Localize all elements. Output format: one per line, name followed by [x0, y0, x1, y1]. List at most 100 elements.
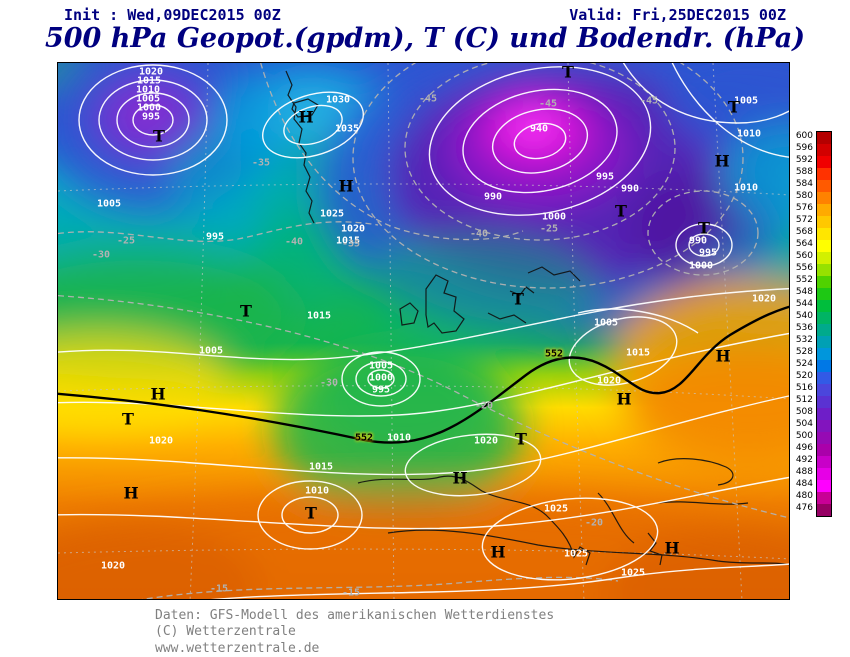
geopotential-label: 552: [544, 348, 564, 360]
colorbar-tick: 476: [795, 503, 813, 513]
colorbar-cell: [817, 132, 831, 144]
colorbar-cell: [817, 384, 831, 396]
pressure-label: 1005: [593, 317, 619, 329]
colorbar-cell: [817, 336, 831, 348]
colorbar-tick: 500: [795, 431, 813, 441]
coastlines: [285, 70, 789, 566]
pressure-center-H: H: [490, 542, 506, 562]
colorbar-cell: [817, 360, 831, 372]
temperature-label: -25: [539, 223, 559, 235]
pressure-label: 1000: [688, 260, 714, 272]
field-blobs: [58, 63, 789, 599]
colorbar-cell: [817, 432, 831, 444]
colorbar-tick: 488: [795, 467, 813, 477]
colorbar-tick: 568: [795, 227, 813, 237]
header-bar: Init : Wed,09DEC2015 00Z Valid: Fri,25DE…: [64, 6, 786, 24]
temperature-label: -45: [418, 93, 438, 105]
colorbar-cell: [817, 228, 831, 240]
copyright-line: (C) Wetterzentrale: [155, 624, 296, 640]
temperature-label: -15: [209, 583, 229, 595]
temperature-label: -20: [584, 517, 604, 529]
pressure-label: 1025: [543, 503, 569, 515]
pressure-label: 995: [141, 111, 161, 123]
colorbar-cell: [817, 264, 831, 276]
temperature-label: -40: [469, 228, 489, 240]
colorbar: 600 596 592 588 584 580 576 572 568 564 560 556 552 5…: [790, 131, 832, 517]
colorbar-tick: 552: [795, 275, 813, 285]
data-source-line: Daten: GFS-Modell des amerikanischen Wet…: [155, 608, 555, 623]
colorbar-tick: 496: [795, 443, 813, 453]
pressure-label: 1015: [306, 310, 332, 322]
pressure-label: 995: [205, 231, 225, 243]
pressure-label: 1035: [334, 123, 360, 135]
pressure-center-T: T: [562, 62, 574, 82]
colorbar-tick: 600: [795, 131, 813, 141]
colorbar-tick: 588: [795, 167, 813, 177]
colorbar-cell: [817, 444, 831, 456]
colorbar-tick: 548: [795, 287, 813, 297]
colorbar-tick: 540: [795, 311, 813, 321]
colorbar-cell: [817, 276, 831, 288]
pressure-label: 1025: [620, 567, 646, 579]
init-time: Init : Wed,09DEC2015 00Z: [64, 6, 281, 24]
colorbar-tick: 484: [795, 479, 813, 489]
colorbar-tick: 544: [795, 299, 813, 309]
colorbar-cell: [817, 144, 831, 156]
colorbar-tick: 536: [795, 323, 813, 333]
pressure-label: 1010: [386, 432, 412, 444]
colorbar-cell: [817, 288, 831, 300]
pressure-label: 995: [595, 171, 615, 183]
temperature-contours: [58, 63, 789, 599]
colorbar-tick: 556: [795, 263, 813, 273]
pressure-label: 1020: [596, 375, 622, 387]
pressure-label: 1015: [335, 235, 361, 247]
colorbar-cell: [817, 240, 831, 252]
pressure-center-H: H: [714, 151, 730, 171]
pressure-center-H: H: [150, 384, 166, 404]
pressure-center-T: T: [305, 503, 317, 523]
pressure-contours: [58, 63, 789, 599]
pressure-label: 990: [688, 235, 708, 247]
temperature-label: -30: [91, 249, 111, 261]
pressure-label: 1030: [325, 94, 351, 106]
pressure-label: 1020: [751, 293, 777, 305]
pressure-label: 1000: [541, 211, 567, 223]
colorbar-tick-labels: 600 596 592 588 584 580 576 572 568 564 560 556 552 5…: [790, 131, 816, 517]
pressure-label: 1010: [135, 84, 161, 96]
pressure-label: 1005: [198, 345, 224, 357]
colorbar-tick: 596: [795, 143, 813, 153]
colorbar-cell: [817, 456, 831, 468]
pressure-center-H: H: [123, 483, 139, 503]
colorbar-cell: [817, 408, 831, 420]
pressure-label: 1010: [733, 182, 759, 194]
temperature-label: -35: [251, 157, 271, 169]
latlon-grid: [58, 63, 789, 599]
pressure-label: 1005: [135, 93, 161, 105]
colorbar-tick: 572: [795, 215, 813, 225]
temperature-label: -35: [341, 238, 361, 250]
colorbar-tick: 580: [795, 191, 813, 201]
pressure-label: 1020: [100, 560, 126, 572]
pressure-label: 1010: [304, 485, 330, 497]
temperature-label: -25: [116, 235, 136, 247]
temperature-label: -15: [341, 587, 361, 599]
colorbar-cell: [817, 204, 831, 216]
pressure-label: 1020: [148, 435, 174, 447]
pressure-center-H: H: [452, 468, 468, 488]
pressure-center-T: T: [240, 301, 252, 321]
colorbar-cell: [817, 468, 831, 480]
pressure-center-T: T: [122, 409, 134, 429]
temperature-label: -45: [538, 98, 558, 110]
pressure-label: 1015: [308, 461, 334, 473]
footer: Daten: GFS-Modell des amerikanischen Wet…: [155, 608, 554, 657]
colorbar-tick: 564: [795, 239, 813, 249]
colorbar-cell: [817, 348, 831, 360]
valid-time: Valid: Fri,25DEC2015 00Z: [569, 6, 786, 24]
temperature-label: -40: [284, 236, 304, 248]
pressure-center-H: H: [298, 107, 314, 127]
pressure-label: 1005: [368, 360, 394, 372]
colorbar-cell: [817, 396, 831, 408]
pressure-label: 1025: [563, 548, 589, 560]
pressure-label: 940: [529, 123, 549, 135]
pressure-label: 1005: [733, 95, 759, 107]
